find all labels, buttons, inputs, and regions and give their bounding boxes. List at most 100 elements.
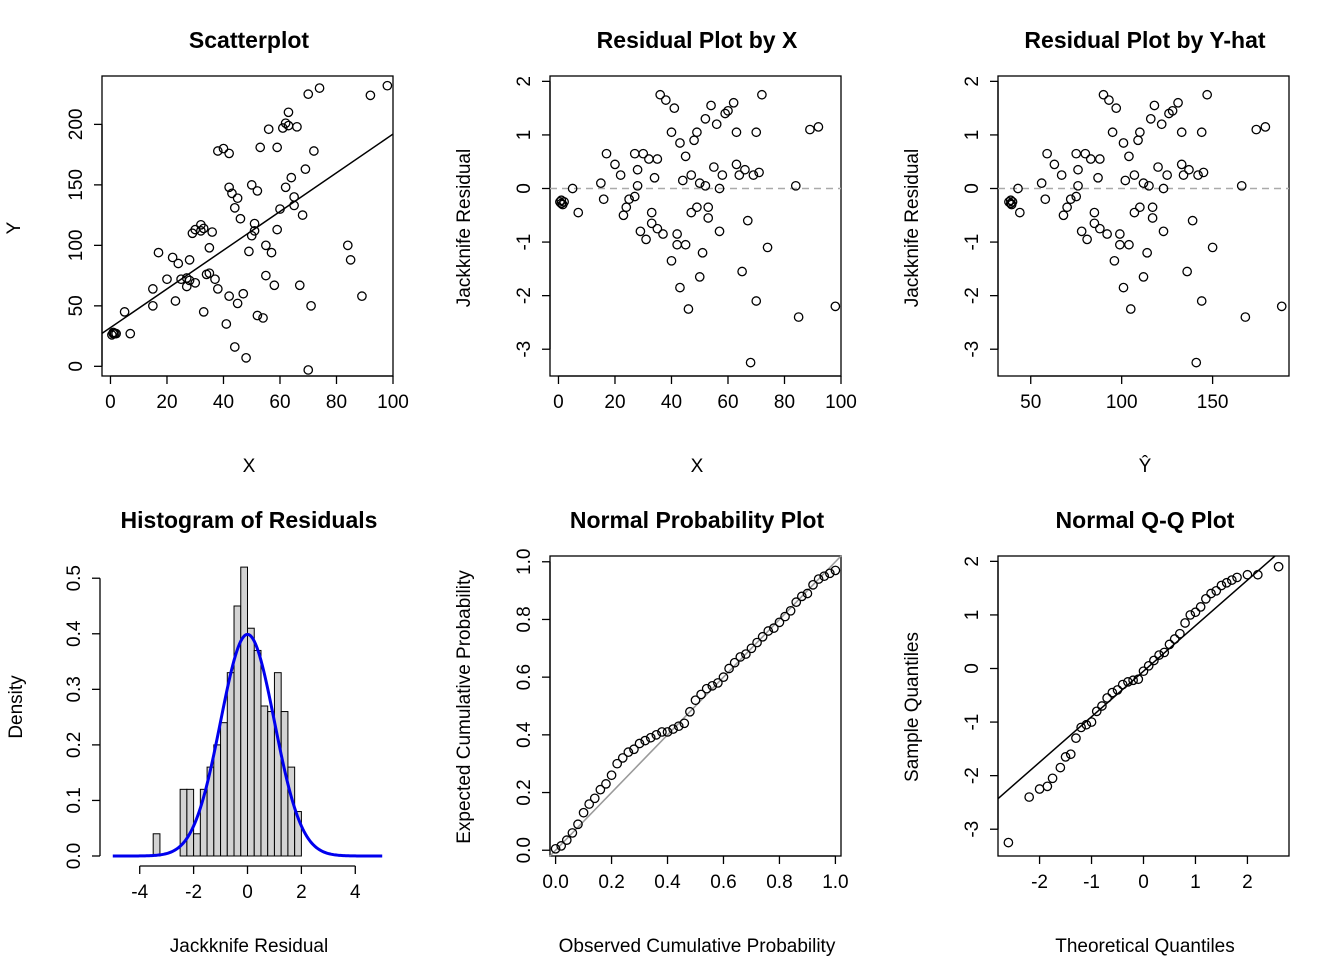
residual-by-x-point [601, 148, 612, 159]
normal-qq-xlabel: Theoretical Quantiles [1055, 936, 1235, 957]
normal-probability-point [741, 649, 751, 659]
residual-by-yhat-point [1076, 226, 1087, 237]
scatterplot-point [173, 258, 184, 269]
normal-probability-point [690, 695, 701, 706]
residual-by-yhat-point [1202, 89, 1213, 100]
residual-by-x-point [731, 127, 742, 138]
scatterplot-x-tick-label: 100 [377, 392, 409, 413]
scatterplot-xlabel: X [243, 456, 256, 477]
residual-by-x-point [655, 89, 666, 100]
residual-by-x-point [723, 105, 733, 116]
scatterplot-point [261, 270, 271, 281]
residual-by-yhat-panel: Residual Plot by Y-hat Ŷ Jackknife Resid… [902, 27, 1290, 477]
residual-by-yhat-point [1102, 229, 1112, 239]
normal-probability-y-tick-label: 1.0 [514, 549, 535, 575]
scatterplot-y-tick-label: 50 [66, 295, 87, 316]
scatterplot-point [235, 213, 246, 224]
histogram-bar [240, 566, 248, 857]
residual-by-yhat-point [1115, 229, 1125, 239]
normal-qq-point [1232, 572, 1242, 583]
normal-qq-point [1107, 687, 1118, 698]
residual-by-yhat-ylabel: Jackknife Residual [902, 149, 923, 307]
residual-by-x-point [700, 114, 711, 124]
residual-by-yhat-x-tick-label: 150 [1197, 392, 1229, 413]
residual-by-x-point [669, 103, 680, 113]
normal-probability-point [785, 605, 796, 616]
normal-qq-x-tick-label: 0 [1138, 872, 1149, 893]
residual-by-yhat-point [1184, 164, 1194, 175]
residual-by-x-y-tick-label: -1 [514, 234, 535, 251]
residual-by-x-point [717, 170, 728, 180]
residual-by-yhat-point [1142, 247, 1152, 258]
residual-by-yhat-point [1124, 239, 1134, 250]
residual-by-x-point [720, 108, 731, 119]
normal-probability-point [808, 579, 818, 590]
residual-by-x-y-tick-label: -2 [514, 287, 535, 304]
residual-by-x-x-tick-label: 60 [717, 392, 738, 413]
normal-qq-point [1201, 594, 1211, 604]
scatterplot-y-tick-label: 200 [66, 109, 87, 141]
scatterplot-point [289, 200, 299, 211]
normal-qq-point [1003, 837, 1014, 848]
histogram-y-tick-label: 0.3 [64, 676, 85, 702]
residual-by-yhat-point [1120, 175, 1131, 186]
normal-probability-point [768, 623, 779, 633]
residual-by-x-point [598, 194, 609, 205]
residual-by-yhat-point [1276, 301, 1287, 312]
residual-by-yhat-point [1089, 207, 1100, 218]
normal-probability-point [601, 779, 611, 789]
histogram-bar [186, 788, 195, 857]
normal-qq-title: Normal Q-Q Plot [1056, 507, 1235, 533]
normal-probability-point [774, 617, 785, 628]
normal-qq-point [1102, 693, 1112, 703]
scatterplot-x-tick-label: 20 [156, 392, 177, 413]
residual-by-x-point [646, 207, 657, 218]
normal-qq-y-tick-label: 0 [962, 663, 983, 674]
residual-by-yhat-y-tick-label: 0 [962, 183, 983, 194]
histogram-bar [193, 833, 201, 857]
scatterplot-point [221, 319, 232, 329]
residual-by-x-point [805, 124, 815, 135]
scatterplot-point [111, 328, 121, 339]
residual-by-yhat-point [1176, 127, 1187, 138]
scatterplot-point [224, 182, 234, 193]
normal-qq-point [1024, 792, 1035, 802]
normal-probability-point [573, 819, 583, 830]
normal-probability-point [830, 565, 841, 576]
scatterplot-point [224, 291, 234, 302]
residual-by-yhat-point [1013, 183, 1023, 194]
residual-by-yhat-point [1138, 272, 1149, 282]
scatterplot-y-tick-label: 0 [66, 361, 87, 372]
normal-probability-point [780, 611, 790, 622]
normal-probability-point [623, 747, 634, 758]
residual-by-x-point [830, 301, 841, 312]
normal-qq-point [1117, 679, 1128, 690]
residual-by-x-point [757, 89, 767, 100]
normal-probability-y-tick-label: 0.0 [514, 837, 535, 863]
scatterplot-point [198, 307, 209, 317]
histogram-x-tick-label: -2 [185, 882, 202, 903]
histogram-density-curve [112, 632, 383, 858]
normal-probability-point [578, 807, 589, 818]
normal-probability-point [824, 568, 835, 579]
normal-probability-point [707, 680, 718, 691]
residual-by-x-point [680, 239, 691, 250]
residual-by-yhat-point [1071, 148, 1082, 159]
residual-by-x-point [692, 127, 702, 138]
residual-by-yhat-point [1073, 180, 1083, 191]
normal-probability-point [595, 784, 606, 795]
residual-by-x-point [624, 194, 634, 205]
normal-probability-point [612, 758, 623, 769]
scatterplot-point [300, 164, 311, 174]
residual-by-x-point [697, 247, 708, 258]
scatterplot-y-tick-label: 150 [66, 169, 87, 201]
residual-by-x-y-tick-label: -3 [514, 341, 535, 358]
residual-by-yhat-point [1095, 223, 1105, 234]
residual-by-yhat-point [1207, 242, 1218, 253]
normal-probability-point [729, 657, 740, 668]
normal-qq-ylabel: Sample Quantiles [902, 632, 923, 782]
normal-qq-x-tick-label: -1 [1083, 872, 1100, 893]
residual-by-yhat-point [1125, 304, 1136, 314]
normal-probability-point [679, 718, 690, 729]
